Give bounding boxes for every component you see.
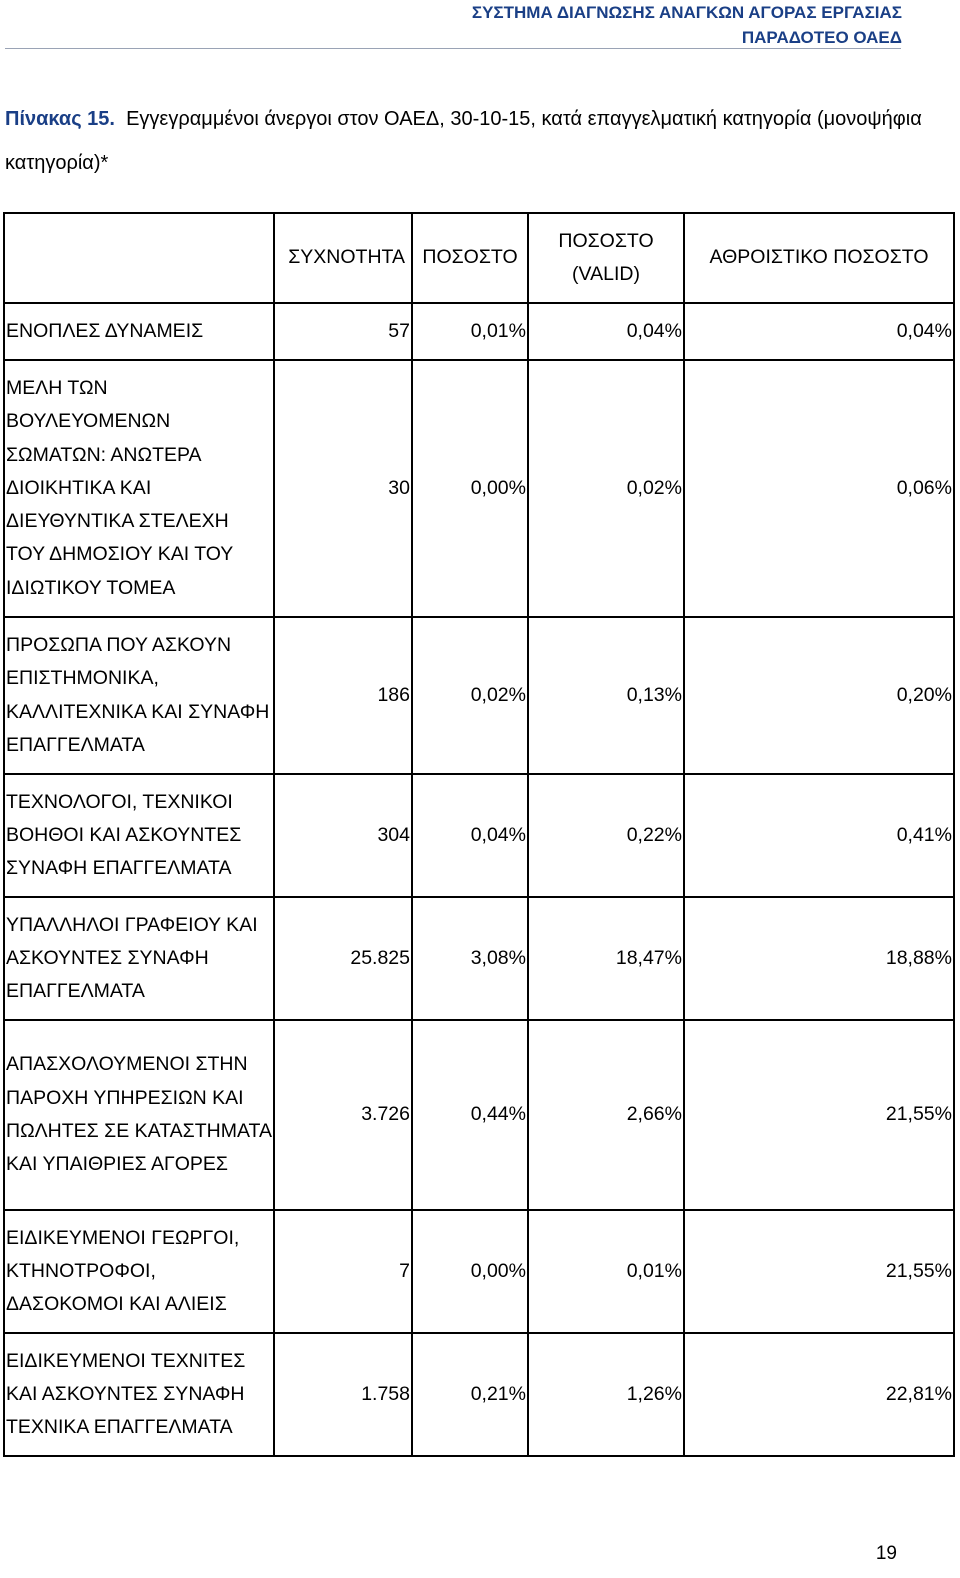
column-header-valid-percent: ΠΟΣΟΣΤΟ (VALID) bbox=[527, 212, 685, 304]
percent-cell: 0,00% bbox=[411, 1209, 529, 1334]
valid-percent-cell: 1,26% bbox=[527, 1332, 685, 1457]
percent-cell: 0,01% bbox=[411, 302, 529, 361]
header-title: ΣΥΣΤΗΜΑ ΔΙΑΓΝΩΣΗΣ ΑΝΑΓΚΩΝ ΑΓΟΡΑΣ ΕΡΓΑΣΙΑ… bbox=[471, 3, 902, 22]
table-caption-text: Εγγεγραμμένοι άνεργοι στον ΟΑΕΔ, 30-10-1… bbox=[5, 108, 922, 174]
frequency-cell: 3.726 bbox=[273, 1019, 413, 1211]
header-divider bbox=[5, 48, 901, 49]
percent-cell: 0,04% bbox=[411, 773, 529, 898]
page-number: 19 bbox=[875, 1543, 897, 1564]
cumulative-percent-cell: 22,81% bbox=[683, 1332, 955, 1457]
valid-percent-cell: 2,66% bbox=[527, 1019, 685, 1211]
valid-percent-cell: 0,01% bbox=[527, 1209, 685, 1334]
header-subtitle: ΠΑΡΑΔΟΤΕΟ ΟΑΕΔ bbox=[741, 28, 902, 47]
percent-cell: 0,00% bbox=[411, 359, 529, 618]
frequency-cell: 57 bbox=[273, 302, 413, 361]
cumulative-percent-cell: 0,04% bbox=[683, 302, 955, 361]
table-row: ΠΡΟΣΩΠΑ ΠΟΥ ΑΣΚΟΥΝ ΕΠΙΣΤΗΜΟΝΙΚΑ, ΚΑΛΛΙΤΕ… bbox=[3, 616, 955, 775]
percent-cell: 0,44% bbox=[411, 1019, 529, 1211]
valid-percent-cell: 0,04% bbox=[527, 302, 685, 361]
table-caption-label: Πίνακας 15. bbox=[5, 108, 115, 130]
table-row: ΤΕΧΝΟΛΟΓΟΙ, ΤΕΧΝΙΚΟΙ ΒΟΗΘΟΙ ΚΑΙ ΑΣΚΟΥΝΤΕ… bbox=[3, 773, 955, 898]
column-header-cumulative-percent: ΑΘΡΟΙΣΤΙΚΟ ΠΟΣΟΣΤΟ bbox=[683, 212, 955, 304]
table-row: ΥΠΑΛΛΗΛΟΙ ΓΡΑΦΕΙΟΥ ΚΑΙ ΑΣΚΟΥΝΤΕΣ ΣΥΝΑΦΗ … bbox=[3, 896, 955, 1021]
cumulative-percent-cell: 0,20% bbox=[683, 616, 955, 775]
column-header-percent: ΠΟΣΟΣΤΟ bbox=[411, 212, 529, 304]
percent-cell: 3,08% bbox=[411, 896, 529, 1021]
table-row: ΕΝΟΠΛΕΣ ΔΥΝΑΜΕΙΣ 57 0,01% 0,04% 0,04% bbox=[3, 302, 955, 361]
category-cell: ΕΝΟΠΛΕΣ ΔΥΝΑΜΕΙΣ bbox=[3, 302, 275, 361]
table-row: ΕΙΔΙΚΕΥΜΕΝΟΙ ΤΕΧΝΙΤΕΣ ΚΑΙ ΑΣΚΟΥΝΤΕΣ ΣΥΝΑ… bbox=[3, 1332, 955, 1457]
category-cell: ΤΕΧΝΟΛΟΓΟΙ, ΤΕΧΝΙΚΟΙ ΒΟΗΘΟΙ ΚΑΙ ΑΣΚΟΥΝΤΕ… bbox=[3, 773, 275, 898]
category-cell: ΠΡΟΣΩΠΑ ΠΟΥ ΑΣΚΟΥΝ ΕΠΙΣΤΗΜΟΝΙΚΑ, ΚΑΛΛΙΤΕ… bbox=[3, 616, 275, 775]
frequency-cell: 25.825 bbox=[273, 896, 413, 1021]
document-header: ΣΥΣΤΗΜΑ ΔΙΑΓΝΩΣΗΣ ΑΝΑΓΚΩΝ ΑΓΟΡΑΣ ΕΡΓΑΣΙΑ… bbox=[472, 0, 902, 50]
unemployment-table: ΣΥΧΝΟΤΗΤΑ ΠΟΣΟΣΤΟ ΠΟΣΟΣΤΟ (VALID) ΑΘΡΟΙΣ… bbox=[3, 212, 955, 1457]
valid-percent-cell: 18,47% bbox=[527, 896, 685, 1021]
cumulative-percent-cell: 21,55% bbox=[683, 1019, 955, 1211]
cumulative-percent-cell: 0,41% bbox=[683, 773, 955, 898]
category-cell: ΑΠΑΣΧΟΛΟΥΜΕΝΟΙ ΣΤΗΝ ΠΑΡΟΧΗ ΥΠΗΡΕΣΙΩΝ ΚΑΙ… bbox=[3, 1019, 275, 1211]
column-header-frequency: ΣΥΧΝΟΤΗΤΑ bbox=[273, 212, 413, 304]
column-header-category bbox=[3, 212, 275, 304]
frequency-cell: 30 bbox=[273, 359, 413, 618]
category-cell: ΥΠΑΛΛΗΛΟΙ ΓΡΑΦΕΙΟΥ ΚΑΙ ΑΣΚΟΥΝΤΕΣ ΣΥΝΑΦΗ … bbox=[3, 896, 275, 1021]
frequency-cell: 7 bbox=[273, 1209, 413, 1334]
table-row: ΕΙΔΙΚΕΥΜΕΝΟΙ ΓΕΩΡΓΟΙ, ΚΤΗΝΟΤΡΟΦΟΙ, ΔΑΣΟΚ… bbox=[3, 1209, 955, 1334]
valid-percent-cell: 0,13% bbox=[527, 616, 685, 775]
frequency-cell: 304 bbox=[273, 773, 413, 898]
category-cell: ΕΙΔΙΚΕΥΜΕΝΟΙ ΤΕΧΝΙΤΕΣ ΚΑΙ ΑΣΚΟΥΝΤΕΣ ΣΥΝΑ… bbox=[3, 1332, 275, 1457]
cumulative-percent-cell: 0,06% bbox=[683, 359, 955, 618]
category-cell: ΜΕΛΗ ΤΩΝ ΒΟΥΛΕΥΟΜΕΝΩΝ ΣΩΜΑΤΩΝ: ΑΝΩΤΕΡΑ Δ… bbox=[3, 359, 275, 618]
frequency-cell: 186 bbox=[273, 616, 413, 775]
cumulative-percent-cell: 21,55% bbox=[683, 1209, 955, 1334]
frequency-cell: 1.758 bbox=[273, 1332, 413, 1457]
valid-percent-cell: 0,22% bbox=[527, 773, 685, 898]
valid-percent-cell: 0,02% bbox=[527, 359, 685, 618]
percent-cell: 0,02% bbox=[411, 616, 529, 775]
table-row: ΜΕΛΗ ΤΩΝ ΒΟΥΛΕΥΟΜΕΝΩΝ ΣΩΜΑΤΩΝ: ΑΝΩΤΕΡΑ Δ… bbox=[3, 359, 955, 618]
table-header-row: ΣΥΧΝΟΤΗΤΑ ΠΟΣΟΣΤΟ ΠΟΣΟΣΤΟ (VALID) ΑΘΡΟΙΣ… bbox=[3, 212, 955, 304]
table-row: ΑΠΑΣΧΟΛΟΥΜΕΝΟΙ ΣΤΗΝ ΠΑΡΟΧΗ ΥΠΗΡΕΣΙΩΝ ΚΑΙ… bbox=[3, 1019, 955, 1211]
category-cell: ΕΙΔΙΚΕΥΜΕΝΟΙ ΓΕΩΡΓΟΙ, ΚΤΗΝΟΤΡΟΦΟΙ, ΔΑΣΟΚ… bbox=[3, 1209, 275, 1334]
cumulative-percent-cell: 18,88% bbox=[683, 896, 955, 1021]
table-caption: Πίνακας 15. Εγγεγραμμένοι άνεργοι στον Ο… bbox=[5, 97, 935, 185]
percent-cell: 0,21% bbox=[411, 1332, 529, 1457]
